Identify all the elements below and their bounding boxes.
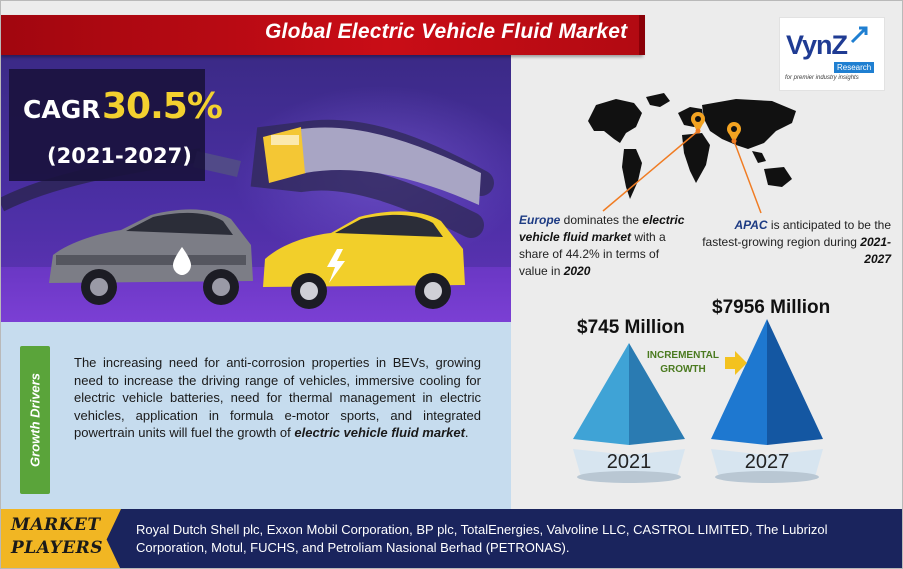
europe-name: Europe — [519, 213, 561, 227]
incremental-line1: INCREMENTAL — [646, 350, 720, 361]
europe-emph: electric vehicle fluid market — [519, 213, 685, 244]
logo-sub: Research — [834, 62, 875, 73]
value-2021: $745 Million — [577, 317, 685, 338]
fuel-car-icon — [49, 209, 253, 305]
growth-drivers-tab: Growth Drivers — [20, 346, 50, 494]
market-players-label: MARKET PLAYERS — [11, 514, 111, 560]
badge-line2: PLAYERS — [11, 538, 104, 558]
europe-t1: dominates the — [560, 213, 643, 227]
footer-bar — [1, 509, 902, 568]
pyramid-2021 — [573, 343, 685, 483]
growth-drivers-panel: Growth Drivers The increasing need for a… — [1, 322, 511, 509]
europe-callout: Europe dominates the electric vehicle fl… — [519, 212, 689, 280]
apac-period: 2021-2027 — [860, 235, 891, 266]
cagr-box: CAGR 30.5% (2021-2027) — [9, 69, 223, 181]
cagr-value: 30.5% — [102, 86, 223, 127]
year-2021: 2021 — [606, 451, 652, 473]
year-2027: 2027 — [744, 451, 790, 473]
logo-tagline: for premier industry insights — [785, 75, 859, 81]
apac-name: APAC — [734, 218, 768, 232]
logo-arrow-icon — [850, 26, 868, 44]
incremental-growth-label: INCREMENTAL GROWTH — [642, 349, 724, 377]
drivers-body: The increasing need for anti-corrosion p… — [74, 355, 481, 440]
title-bar — [1, 15, 643, 55]
location-pin-icon — [727, 122, 741, 143]
electric-car-icon — [263, 211, 465, 309]
apac-callout: APAC is anticipated to be the fastest-gr… — [701, 217, 891, 268]
hero-banner: CAGR 30.5% (2021-2027) — [1, 55, 511, 322]
value-2027: $7956 Million — [712, 297, 831, 318]
page-title: Global Electric Vehicle Fluid Market — [265, 20, 628, 43]
incremental-line2: GROWTH — [660, 364, 706, 375]
badge-line1: MARKET — [11, 515, 101, 535]
drivers-end: . — [464, 425, 469, 440]
location-pin-icon — [691, 112, 705, 133]
logo: VynZ Research for premier industry insig… — [779, 17, 885, 91]
cagr-label: CAGR — [23, 95, 101, 124]
drivers-emph: electric vehicle fluid market — [294, 425, 465, 440]
logo-brand: VynZ — [786, 30, 848, 60]
europe-year: 2020 — [563, 264, 591, 278]
europe-t2: with a share of 44.2% in terms of value … — [519, 230, 666, 278]
pyramid-2027 — [711, 319, 823, 483]
cagr-period: (2021-2027) — [47, 144, 192, 168]
apac-t1: is anticipated to be the fastest-growing… — [702, 218, 891, 249]
market-players-list: Royal Dutch Shell plc, Exxon Mobil Corpo… — [136, 522, 828, 555]
growth-arrow-icon — [725, 351, 747, 375]
growth-drivers-text: The increasing need for anti-corrosion p… — [74, 354, 481, 442]
market-players-badge — [1, 509, 121, 568]
title-accent — [639, 15, 645, 55]
